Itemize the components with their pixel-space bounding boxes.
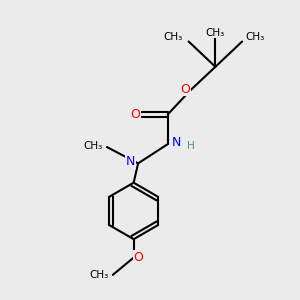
Text: O: O [181,82,190,96]
Text: CH₃: CH₃ [206,28,225,38]
Text: CH₃: CH₃ [83,140,102,151]
Text: O: O [130,108,140,121]
Text: CH₃: CH₃ [89,270,108,280]
Text: CH₃: CH₃ [245,32,264,42]
Text: CH₃: CH₃ [164,32,183,42]
Text: O: O [133,251,143,264]
Text: H: H [187,140,195,151]
Text: N: N [126,155,135,168]
Text: N: N [171,136,181,149]
